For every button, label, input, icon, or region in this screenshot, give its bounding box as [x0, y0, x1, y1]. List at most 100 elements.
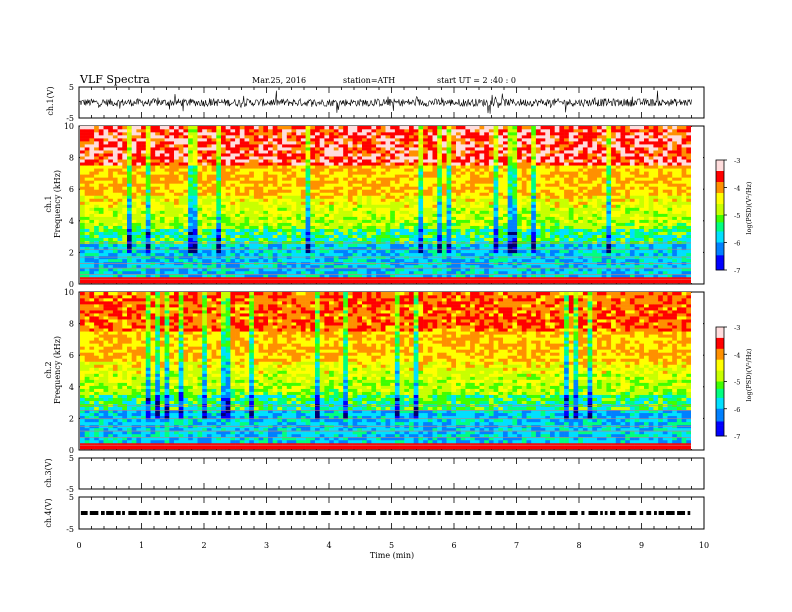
spectrogram-cell [296, 186, 302, 190]
spectrogram-cell [145, 228, 151, 232]
spectrogram-cell [470, 243, 476, 248]
spectrogram-cell [202, 243, 208, 248]
spectrogram-cell [503, 201, 508, 205]
spectrogram-cell [394, 246, 400, 251]
spectrogram-cell [183, 174, 189, 178]
spectrogram-cell [441, 174, 447, 178]
spectrogram-cell [159, 147, 165, 151]
spectrogram-cell [451, 174, 457, 178]
spectrogram-cell [268, 267, 273, 272]
spectrogram-cell [310, 177, 316, 181]
spectrogram-cell [296, 243, 302, 248]
spectrogram-cell [484, 171, 490, 175]
spectrogram-cell [244, 213, 250, 217]
spectrogram-cell [225, 270, 231, 275]
spectrogram-cell [343, 213, 349, 217]
spectrogram-cell [150, 249, 156, 254]
spectrogram-cell [394, 216, 400, 220]
spectrogram-cell [174, 174, 179, 178]
spectrogram-cell [423, 258, 429, 263]
spectrogram-cell [98, 195, 104, 199]
spectrogram-cell [347, 144, 353, 148]
spectrogram-cell [376, 258, 382, 263]
spectrogram-cell [479, 165, 485, 169]
spectrogram-cell [169, 162, 175, 166]
spectrogram-cell [211, 204, 217, 208]
spectrogram-cell [319, 216, 325, 220]
spectrogram-cell [169, 216, 175, 220]
spectrogram-cell [244, 249, 250, 254]
spectrogram-cell [197, 276, 203, 281]
spectrogram-cell [253, 234, 259, 239]
spectrogram-cell [319, 243, 325, 248]
spectrogram-cell [456, 249, 461, 254]
spectrogram-cell [432, 222, 438, 226]
spectrogram-cell [202, 141, 208, 145]
spectrogram-cell [239, 159, 245, 163]
spectrogram-cell [141, 270, 147, 275]
spectrogram-cell [399, 210, 405, 214]
spectrogram-cell [441, 240, 447, 245]
spectrogram-cell [282, 174, 288, 178]
spectrogram-cell [343, 228, 349, 232]
spectrogram-cell [451, 132, 457, 136]
spectrogram-cell [277, 177, 283, 181]
spectrogram-cell [131, 168, 137, 172]
spectrogram-cell [117, 264, 123, 269]
spectrogram-cell [493, 201, 499, 205]
spectrogram-cell [432, 192, 438, 196]
spectrogram-cell [470, 141, 476, 145]
spectrogram-cell [404, 186, 410, 190]
spectrogram-cell [225, 174, 231, 178]
spectrogram-cell [216, 168, 222, 172]
spectrogram-cell [432, 207, 438, 211]
spectrogram-cell [253, 126, 259, 130]
spectrogram-cell [268, 216, 273, 220]
spectrogram-cell [404, 231, 410, 235]
spectrogram-cell [235, 153, 241, 157]
spectrogram-cell [446, 207, 452, 211]
spectrogram-cell [98, 138, 104, 142]
spectrogram-cell [174, 165, 179, 169]
spectrogram-cell [183, 267, 189, 272]
spectrogram-cell [380, 234, 386, 239]
spectrogram-cell [371, 228, 377, 232]
spectrogram-cell [484, 213, 490, 217]
spectrogram-cell [385, 204, 391, 208]
spectrogram-cell [258, 150, 264, 154]
spectrogram-cell [244, 171, 250, 175]
spectrogram-cell [423, 180, 429, 184]
spectrogram-cell [117, 213, 123, 217]
spectrogram-cell [310, 204, 316, 208]
spectrogram-cell [465, 183, 471, 187]
spectrogram-cell [329, 222, 335, 226]
spectrogram-cell [230, 264, 236, 269]
spectrogram-cell [216, 258, 222, 263]
spectrogram-cell [112, 150, 118, 154]
spectrogram-cell [230, 231, 236, 235]
spectrogram-cell [423, 213, 429, 217]
spectrogram-cell [239, 240, 245, 245]
spectrogram-cell [352, 150, 358, 154]
spectrogram-cell [192, 219, 198, 223]
spectrogram-cell [479, 276, 485, 281]
spectrogram-cell [352, 162, 358, 166]
spectrogram-cell [291, 219, 297, 223]
spectrogram-cell [244, 252, 250, 257]
spectrogram-cell [488, 240, 494, 245]
spectrogram-cell [315, 198, 320, 202]
spectrogram-cell [164, 177, 170, 181]
spectrogram-cell [225, 150, 231, 154]
spectrogram-cell [225, 249, 231, 254]
spectrogram-cell [418, 237, 424, 242]
spectrogram-cell [488, 135, 494, 139]
spectrogram-cell [80, 273, 85, 278]
spectrogram-cell [352, 195, 358, 199]
spectrogram-cell [315, 240, 320, 245]
spectrogram-cell [319, 237, 325, 242]
spectrogram-cell [239, 186, 245, 190]
spectrogram-cell [249, 132, 255, 136]
spectrogram-cell [315, 189, 320, 193]
spectrogram-cell [474, 219, 480, 223]
spectrogram-cell [178, 177, 184, 181]
